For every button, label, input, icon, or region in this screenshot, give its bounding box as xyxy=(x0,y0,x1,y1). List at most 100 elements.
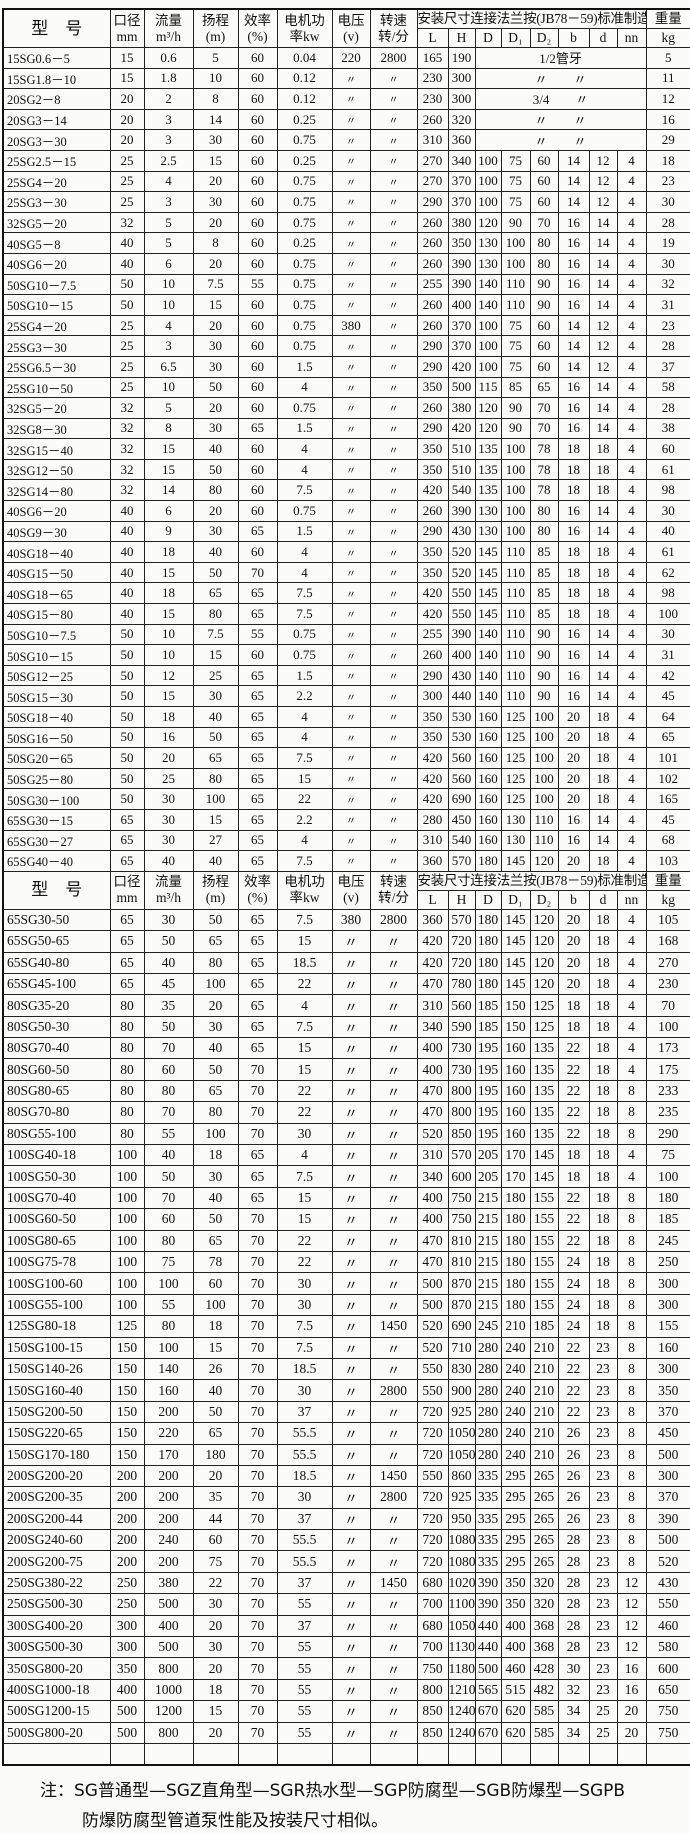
value-cell: 18 xyxy=(588,1208,618,1231)
value-cell: 50 xyxy=(109,294,145,316)
value-cell: 110 xyxy=(529,808,559,831)
value-cell: 390 xyxy=(447,500,476,522)
value-cell: 20 xyxy=(557,726,590,749)
value-cell: 180 xyxy=(500,1186,531,1210)
value-cell: 370 xyxy=(645,1400,690,1424)
value-cell: 〃 xyxy=(331,1657,371,1680)
value-cell: 18 xyxy=(645,149,690,172)
value-cell: 〃 xyxy=(369,294,418,316)
value-cell: 135 xyxy=(474,479,502,502)
model-cell: 150SG220-65 xyxy=(2,1422,111,1445)
value-cell: 4 xyxy=(616,149,647,172)
value-cell: 37 xyxy=(645,355,690,378)
value-cell: 500 xyxy=(645,1443,690,1466)
value-cell: 50 xyxy=(192,561,239,584)
value-cell: 100 xyxy=(192,1293,239,1317)
value-cell: 590 xyxy=(447,1015,476,1039)
value-cell: 1180 xyxy=(447,1657,476,1680)
table-row: 25SG10－50 25 10 50 60 4 〃〃 350 500 115 85 65 16 14 4 58 xyxy=(2,376,690,399)
header-label-unit: (v) xyxy=(343,890,359,906)
value-cell: 80 xyxy=(109,994,145,1017)
value-cell: 〃 xyxy=(369,376,418,399)
value-cell: 1.5 xyxy=(276,520,333,543)
value-cell: 240 xyxy=(500,1379,531,1402)
value-cell: 4 xyxy=(616,417,647,440)
value-cell: 5 xyxy=(645,47,690,69)
header-col: 扬程 (m) xyxy=(192,870,239,910)
model-cell: 25SG10－50 xyxy=(2,376,111,399)
table-row: 32SG14－80 32 14 80 60 7.5 〃〃 420 540 135 100 78 18 18… xyxy=(2,479,690,502)
value-cell: 135 xyxy=(529,1079,559,1103)
value-cell: 1000 xyxy=(143,1678,194,1702)
model-cell: 350SG800-20 xyxy=(2,1657,111,1680)
value-cell: 18 xyxy=(588,1144,618,1167)
value-cell: 115 xyxy=(474,376,502,399)
header-label-unit: mm xyxy=(116,28,138,44)
value-cell: 90 xyxy=(500,417,531,440)
value-cell: 〃 xyxy=(369,850,418,872)
value-cell: 400 xyxy=(416,1208,449,1231)
value-cell: 20 xyxy=(109,108,145,131)
value-cell: 140 xyxy=(474,273,502,296)
value-cell: 140 xyxy=(474,685,502,707)
value-cell: 40 xyxy=(109,603,145,625)
table-row: 25SG6.5－30 25 6.5 30 60 1.5 〃〃 290 420 100 75 60 14 1… xyxy=(2,355,690,378)
value-cell: 350 xyxy=(416,726,449,749)
value-cell: 28 xyxy=(557,1550,590,1573)
value-cell: 30 xyxy=(276,1293,333,1317)
value-cell: 368 xyxy=(529,1636,559,1659)
value-cell: 80 xyxy=(109,1037,145,1060)
value-cell: 5 xyxy=(143,211,194,234)
value-cell: 20 xyxy=(616,1721,647,1744)
footnote-line-1: 注：SG普通型—SGZ直角型—SGR热水型—SGP防腐型—SGB防爆型—SGPB xyxy=(40,1781,626,1801)
value-cell: 65 xyxy=(192,582,239,605)
value-cell: 55 xyxy=(276,1636,333,1659)
value-cell: 100 xyxy=(109,1250,145,1274)
value-cell: 12 xyxy=(588,191,618,213)
value-cell xyxy=(588,1742,618,1766)
value-cell: 55 xyxy=(237,273,278,296)
value-cell: 105 xyxy=(645,908,690,932)
value-cell: 110 xyxy=(500,582,531,605)
value-cell: 〃 xyxy=(369,1101,418,1124)
value-cell: 360 xyxy=(447,129,476,151)
value-cell: 65 xyxy=(237,685,278,707)
value-cell: 18 xyxy=(588,561,618,584)
value-cell: 220 xyxy=(143,1422,194,1445)
value-cell: 50 xyxy=(109,644,145,666)
value-cell: 65 xyxy=(109,972,145,996)
model-cell: 40SG6－20 xyxy=(2,252,111,275)
header-dim: D₁ xyxy=(500,889,531,910)
value-cell: 14 xyxy=(588,273,618,296)
table-row: 50SG20－65 50 20 65 65 7.5 〃〃 420 560 160 125 100 20 1… xyxy=(2,747,690,769)
value-cell: 〃 xyxy=(369,438,418,460)
header-dim: nn xyxy=(616,889,647,910)
value-cell: 20 xyxy=(192,314,239,337)
value-cell: 380 xyxy=(331,908,371,932)
value-cell: 8 xyxy=(143,417,194,440)
value-cell: 70 xyxy=(237,561,278,584)
value-cell: 470 xyxy=(416,1079,449,1103)
value-cell: 15 xyxy=(276,1037,333,1060)
value-cell: 290 xyxy=(416,355,449,378)
value-cell: 1050 xyxy=(447,1422,476,1445)
value-cell: 78 xyxy=(529,458,559,481)
table-row: 100SG70-40 100 70 40 65 15 〃〃 400 750 215 180 155 22… xyxy=(2,1186,690,1210)
value-cell: 500 xyxy=(416,1272,449,1295)
value-cell: 18 xyxy=(588,788,618,810)
table-row: 50SG16－50 50 16 50 65 4 〃〃 350 530 160 125 100 20 18 4… xyxy=(2,726,690,749)
value-cell: 120 xyxy=(529,951,559,974)
value-cell: 70 xyxy=(237,1550,278,1573)
value-cell: 310 xyxy=(416,1144,449,1167)
value-cell: 〃 xyxy=(369,1229,418,1253)
value-cell: 55 xyxy=(276,1700,333,1723)
value-cell: 16 xyxy=(616,1678,647,1702)
value-cell: 50 xyxy=(143,1165,194,1188)
value-cell: 585 xyxy=(529,1721,559,1744)
value-cell: 28 xyxy=(645,397,690,419)
value-cell: 90 xyxy=(500,397,531,419)
value-cell: 420 xyxy=(416,767,449,790)
value-cell: 850 xyxy=(416,1700,449,1723)
value-cell: 370 xyxy=(447,191,476,213)
model-cell: 80SG35-20 xyxy=(2,994,111,1017)
